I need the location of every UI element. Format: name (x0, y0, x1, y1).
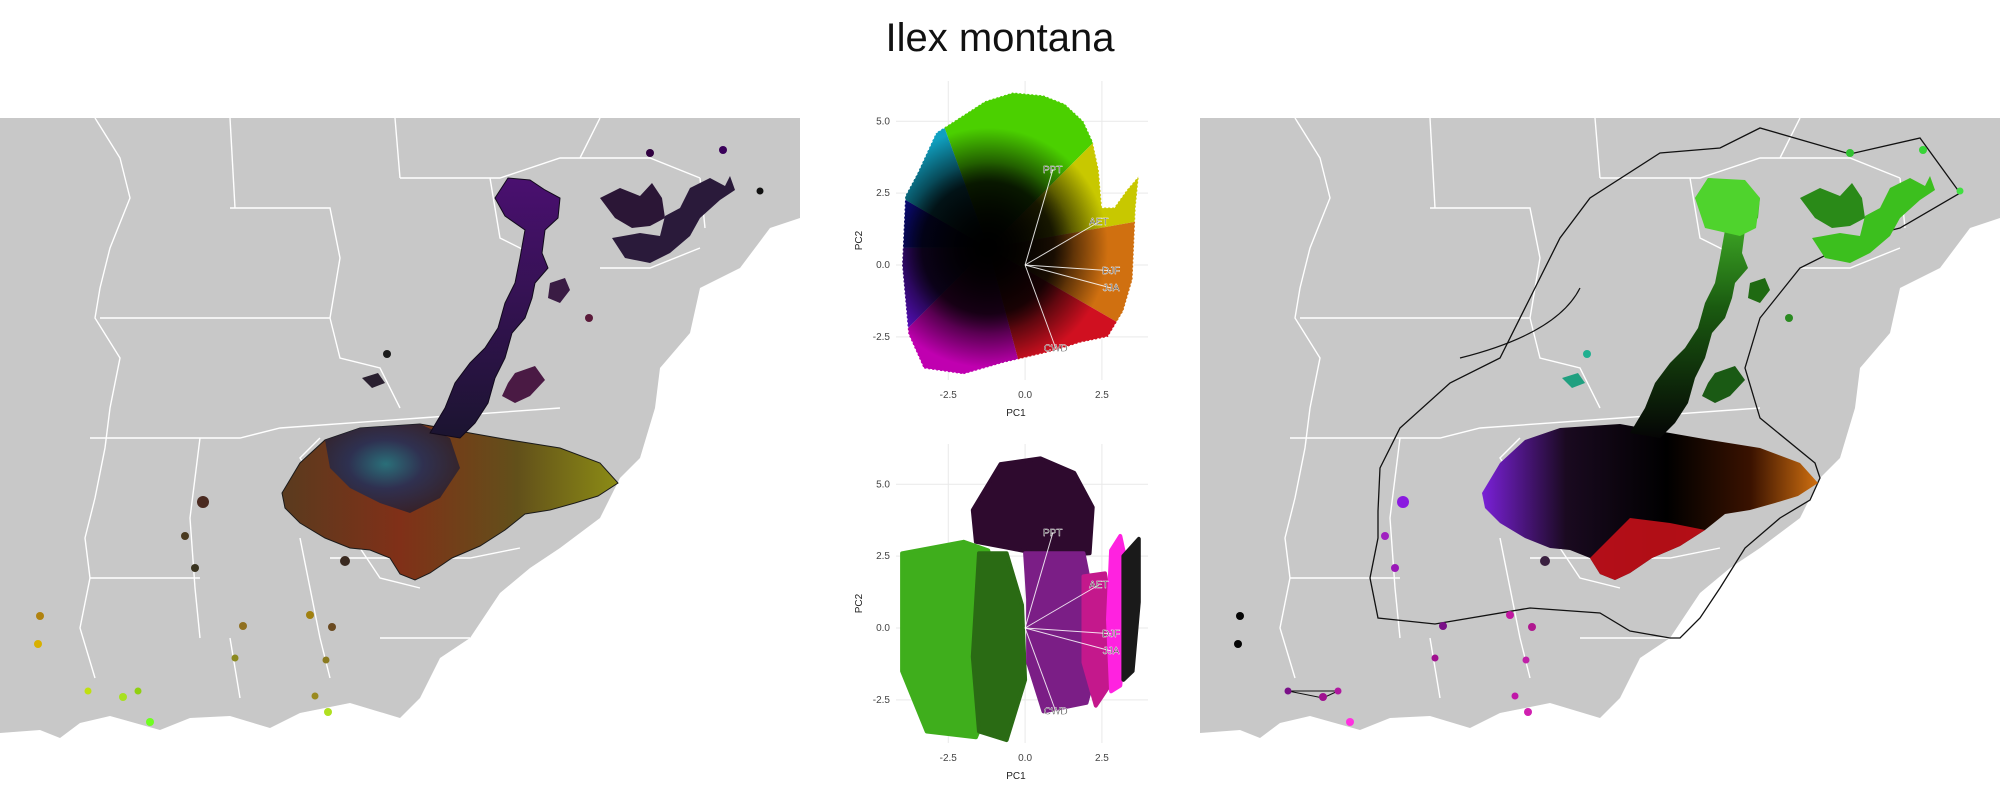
hull-inner-arc (1459, 287, 1581, 359)
pca-point-cloud (902, 92, 1139, 375)
x-tick-label: 0.0 (1018, 390, 1032, 401)
loading-arrow (1025, 264, 1112, 272)
loading-arrow (1024, 532, 1054, 629)
y-tick-label: -2.5 (873, 695, 891, 706)
pca-point-group (970, 456, 1095, 559)
x-tick-label: 2.5 (1095, 390, 1109, 401)
loading-label: CWD (1044, 343, 1068, 354)
y-axis-label: PC2 (854, 593, 865, 613)
pca-dark-center (902, 117, 1119, 375)
y-tick-label: 0.0 (876, 623, 890, 634)
y-axis: -2.5 0.0 2.5 5.0 (873, 479, 891, 706)
loading-arrow (1024, 169, 1054, 266)
loading-arrow (1024, 264, 1112, 289)
loading-label: DJF (1102, 266, 1120, 277)
convex-hull-outline (1369, 127, 1961, 639)
right-map (1200, 118, 2000, 738)
x-tick-label: -2.5 (940, 753, 958, 764)
left-outlier-points (34, 146, 764, 726)
y-axis: -2.5 0.0 2.5 5.0 (873, 116, 891, 343)
loading-arrow (1024, 627, 1112, 652)
x-axis-label: PC1 (1006, 771, 1026, 782)
x-tick-label: 0.0 (1018, 753, 1032, 764)
pca-point-group (970, 551, 1028, 743)
pca-point-group (1121, 536, 1141, 682)
loading-label: PPT (1043, 528, 1062, 539)
loading-label: PPT (1043, 165, 1062, 176)
loading-arrow (1024, 264, 1057, 349)
y-tick-label: 2.5 (876, 551, 890, 562)
x-axis: -2.5 0.0 2.5 (940, 390, 1110, 401)
pca-point-group (1023, 551, 1098, 714)
loading-label: DJF (1102, 629, 1120, 640)
y-tick-label: 5.0 (876, 479, 890, 490)
pca-top-plot: -2.5 0.0 2.5 -2.5 0.0 2.5 5.0 PC1 PC2 PPT AET DJF JJ… (854, 81, 1148, 419)
loading-label: JJA (1103, 283, 1120, 294)
right-outlier-points (1234, 146, 1964, 726)
page-title: Ilex montana (885, 16, 1115, 60)
loading-arrow (1025, 627, 1112, 635)
loading-label: AET (1089, 217, 1108, 228)
y-tick-label: 5.0 (876, 116, 890, 127)
y-axis-label: PC2 (854, 230, 865, 250)
left-range-polygons (281, 176, 735, 581)
x-axis-label: PC1 (1006, 408, 1026, 419)
y-tick-label: 0.0 (876, 260, 890, 271)
x-axis: -2.5 0.0 2.5 (940, 753, 1110, 764)
loading-label: JJA (1103, 646, 1120, 657)
right-range-polygons (1482, 176, 1935, 580)
y-tick-label: -2.5 (873, 332, 891, 343)
loading-vectors: PPT AET DJF JJA CWD (1024, 165, 1120, 355)
pca-point-groups (900, 456, 1141, 743)
pca-bottom-plot: -2.5 0.0 2.5 -2.5 0.0 2.5 5.0 PC1 PC2 PPT AET DJF JJ… (854, 444, 1148, 782)
loading-arrow (1024, 627, 1057, 712)
y-tick-label: 2.5 (876, 188, 890, 199)
pca-cloud-edge (901, 91, 1140, 375)
loading-label: AET (1089, 580, 1108, 591)
loading-label: CWD (1044, 706, 1068, 717)
x-tick-label: -2.5 (940, 390, 958, 401)
hull-small-triangle (1287, 690, 1339, 699)
loading-arrow (1024, 221, 1100, 266)
left-map (0, 118, 800, 738)
loading-vectors: PPT AET DJF JJA CWD (1024, 528, 1120, 718)
x-tick-label: 2.5 (1095, 753, 1109, 764)
loading-arrow (1024, 584, 1100, 629)
